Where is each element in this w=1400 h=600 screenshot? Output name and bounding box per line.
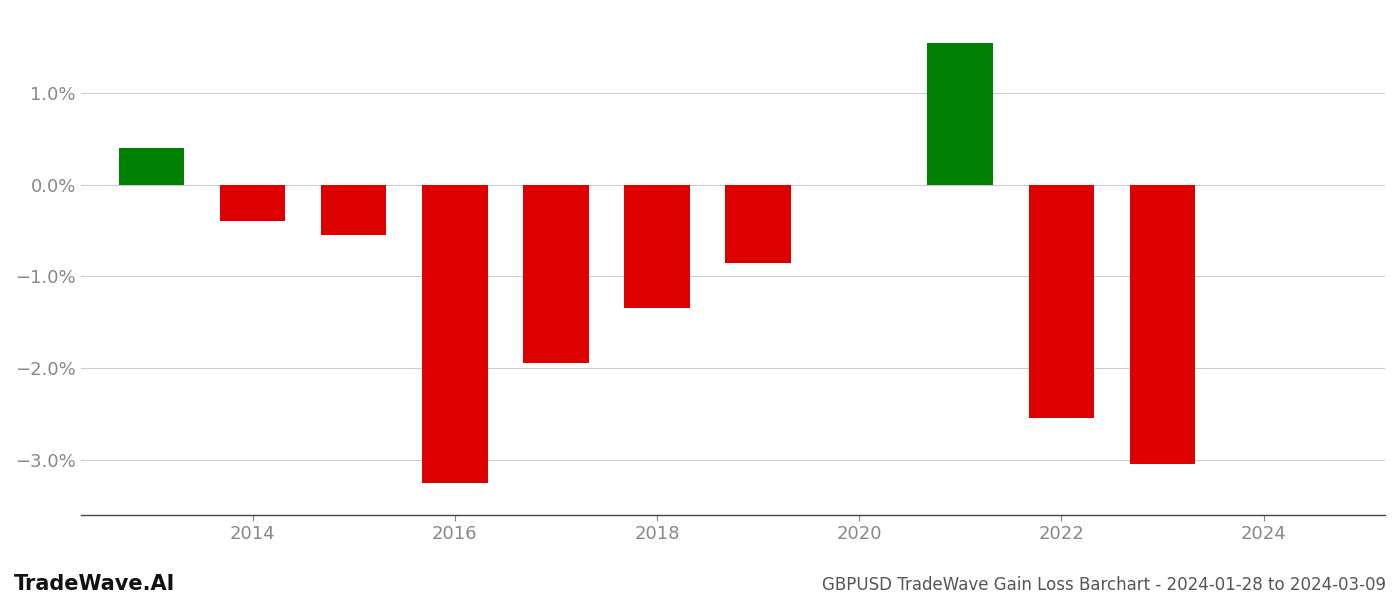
- Bar: [220, 185, 286, 221]
- Bar: [927, 43, 993, 185]
- Text: GBPUSD TradeWave Gain Loss Barchart - 2024-01-28 to 2024-03-09: GBPUSD TradeWave Gain Loss Barchart - 20…: [822, 576, 1386, 594]
- Bar: [524, 185, 589, 364]
- Text: TradeWave.AI: TradeWave.AI: [14, 574, 175, 594]
- Bar: [321, 185, 386, 235]
- Bar: [725, 185, 791, 263]
- Bar: [421, 185, 487, 482]
- Bar: [119, 148, 185, 185]
- Bar: [1029, 185, 1095, 418]
- Bar: [624, 185, 690, 308]
- Bar: [1130, 185, 1196, 464]
